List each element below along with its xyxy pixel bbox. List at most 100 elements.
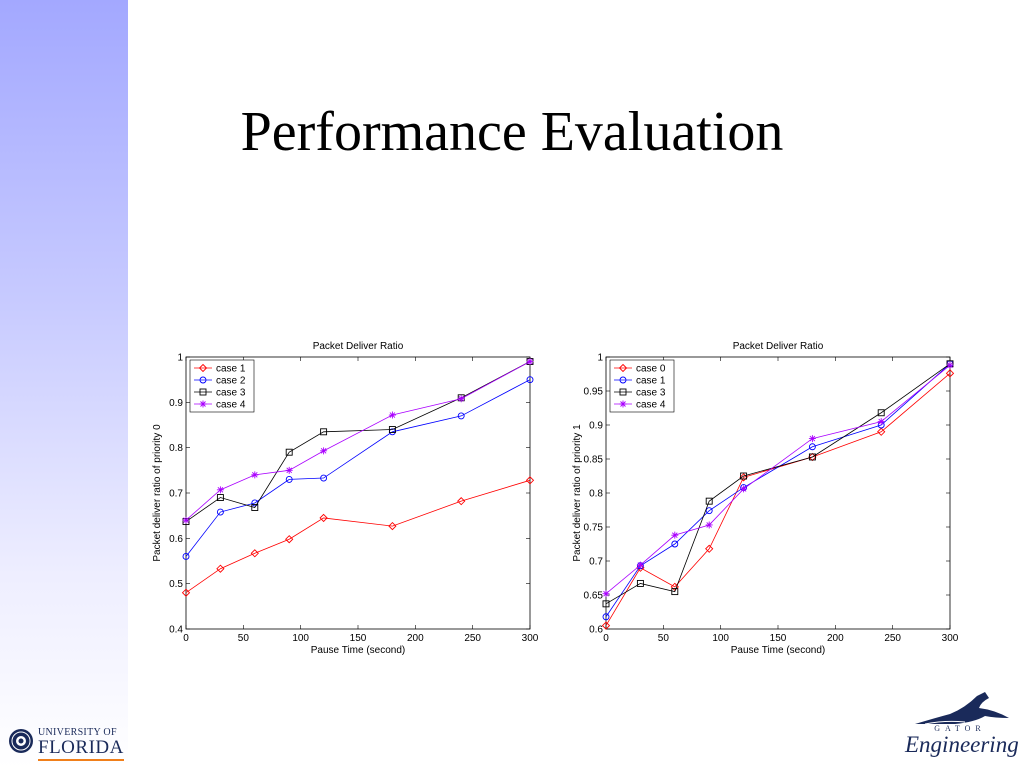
x-tick-label: 0 (183, 633, 189, 644)
x-axis-label: Pause Time (second) (731, 645, 826, 656)
y-tick-label: 0.75 (584, 523, 604, 534)
legend-label: case 4 (216, 400, 246, 411)
legend-label: case 2 (216, 376, 246, 387)
data-point (705, 521, 713, 529)
x-tick-label: 200 (827, 633, 844, 644)
data-point (671, 540, 679, 548)
data-point (216, 508, 224, 516)
x-tick-label: 0 (603, 633, 609, 644)
legend-marker (619, 376, 627, 384)
y-tick-label: 0.7 (589, 557, 603, 568)
series-line (605, 364, 951, 594)
data-point (705, 497, 713, 505)
data-point (705, 544, 714, 553)
x-tick-label: 100 (712, 633, 729, 644)
legend-label: case 1 (216, 364, 246, 375)
y-tick-label: 0.8 (589, 489, 603, 500)
data-point (808, 435, 816, 443)
data-point (601, 621, 611, 630)
chart-svg: Packet Deliver Ratio 0 50 100 150 200 250 300 0.… (152, 341, 539, 656)
data-point (182, 553, 190, 560)
chart-priority-1: Packet Deliver Ratio 0 50 100 150 200 250 300 0.… (570, 335, 970, 670)
data-point (602, 590, 610, 598)
data-point (320, 447, 328, 455)
data-point (216, 486, 224, 494)
y-tick-label: 0.5 (169, 579, 183, 590)
x-tick-label: 100 (292, 633, 309, 644)
chart-title: Packet Deliver Ratio (313, 341, 404, 352)
data-point (457, 497, 466, 506)
x-tick-label: 200 (407, 633, 424, 644)
data-point (182, 516, 190, 524)
legend-label: case 3 (216, 388, 246, 399)
legend-marker (618, 363, 628, 373)
chart-priority-0: Packet Deliver Ratio 0 50 100 150 200 250 300 0.… (150, 335, 550, 670)
x-tick-label: 50 (658, 633, 670, 644)
uf-logo: UNIVERSITY OF FLORIDA (8, 726, 128, 762)
legend-label: case 4 (636, 400, 666, 411)
x-tick-label: 150 (770, 633, 787, 644)
y-tick-label: 1 (597, 353, 603, 364)
data-point (877, 418, 885, 426)
data-point (740, 472, 748, 480)
series-line (185, 361, 531, 522)
data-point (946, 361, 954, 369)
data-point (250, 549, 259, 558)
gator-icon (915, 692, 1009, 725)
data-point (877, 409, 885, 417)
data-point (671, 588, 679, 596)
series-case-0 (601, 369, 955, 630)
data-point (525, 476, 535, 485)
y-tick-label: 0.6 (169, 534, 183, 545)
side-band (0, 0, 128, 768)
legend-label: case 3 (636, 388, 666, 399)
data-point (740, 485, 748, 493)
series-line (185, 361, 531, 521)
data-point (285, 466, 293, 474)
data-point (319, 513, 328, 523)
gator-engineering-logo: GATOR Engineering (905, 688, 1019, 766)
legend-marker (619, 388, 627, 396)
data-point (251, 504, 259, 511)
data-point (388, 521, 397, 531)
data-point (636, 561, 644, 569)
y-axis-label: Packet deliver ratio of priority 0 (152, 424, 163, 562)
chart-title: Packet Deliver Ratio (733, 341, 824, 352)
legend-marker (619, 400, 627, 408)
data-point (320, 474, 328, 482)
x-axis-label: Pause Time (second) (311, 645, 406, 656)
slide-title: Performance Evaluation (240, 101, 784, 163)
y-tick-label: 0.4 (169, 625, 183, 636)
data-point (285, 448, 293, 456)
data-point (320, 428, 328, 436)
uf-seal-icon (9, 729, 33, 753)
series-line (185, 479, 531, 594)
legend-marker (199, 400, 207, 408)
legend-label: case 1 (636, 376, 666, 387)
data-point (636, 579, 644, 587)
series-line (605, 373, 951, 626)
data-point (602, 600, 610, 608)
data-point (671, 531, 679, 539)
y-axis-label: Packet deliver ratio of priority 1 (572, 424, 583, 562)
data-point (181, 588, 191, 597)
series-case-4 (602, 361, 954, 598)
series-line (605, 363, 951, 605)
series-case-4 (182, 358, 534, 524)
data-point (251, 471, 259, 479)
data-point (808, 443, 816, 451)
y-tick-label: 0.7 (169, 489, 183, 500)
x-tick-label: 300 (942, 633, 959, 644)
data-point (457, 412, 465, 420)
data-point (457, 395, 465, 403)
chart-svg: Packet Deliver Ratio 0 50 100 150 200 250 300 0.… (572, 341, 959, 656)
gator-logo-sub: GATOR (934, 724, 986, 733)
data-point (285, 535, 294, 544)
y-tick-label: 0.6 (589, 625, 603, 636)
x-tick-label: 150 (350, 633, 367, 644)
y-tick-label: 0.95 (584, 387, 604, 398)
x-tick-label: 50 (238, 633, 250, 644)
data-point (216, 494, 224, 501)
x-tick-label: 250 (884, 633, 901, 644)
